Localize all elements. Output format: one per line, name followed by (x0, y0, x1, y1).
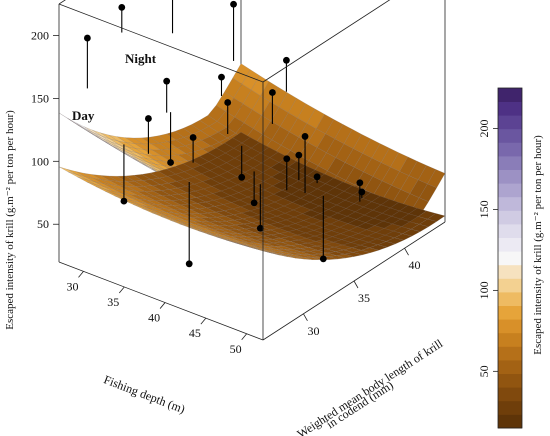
surface-facet (286, 255, 305, 260)
depth-tick-label: 45 (189, 326, 201, 340)
depth-tick-label: 40 (148, 311, 160, 325)
observation-point (319, 255, 327, 263)
z-tick-label: 100 (31, 154, 49, 168)
observation-point (283, 155, 291, 163)
depth-tick (118, 286, 125, 294)
colorbar: 50 100 150 200 (477, 87, 523, 429)
colorbar-swatch (498, 88, 522, 102)
box-edge (58, 0, 66, 5)
colorbar-swatch (498, 360, 522, 374)
surface-facet (278, 254, 297, 259)
observation-point (120, 197, 128, 205)
colorbar-swatch (498, 373, 522, 388)
colorbar-frame (497, 87, 523, 429)
length-axis-label-line1: Weighted mean body length of krill (294, 336, 445, 436)
colorbar-swatch (498, 414, 522, 429)
surface-facet (385, 237, 405, 245)
colorbar-tick-label: 200 (477, 119, 491, 137)
depth-tick (241, 333, 247, 341)
observation-point (218, 73, 225, 81)
surface-facet (377, 241, 397, 248)
length-tick (404, 248, 409, 256)
surface-facet (393, 233, 413, 241)
colorbar-swatch (498, 264, 522, 279)
colorbar-swatch (498, 224, 522, 238)
length-tick-label: 40 (409, 258, 421, 272)
surface-facet (83, 126, 102, 137)
z-tick-label: 150 (31, 91, 49, 105)
depth-axis-label: Fishing depth (m) (102, 372, 187, 416)
observation-point (83, 34, 91, 42)
colorbar-swatch (498, 332, 522, 347)
z-tick-label: 200 (31, 28, 49, 42)
length-tick-label: 30 (307, 324, 319, 338)
length-tick (303, 313, 308, 321)
colorbar-swatch (498, 142, 522, 157)
observation-point (356, 179, 364, 187)
surface-label-night: Night (125, 51, 157, 66)
axis-ticks: 50 100 150 200 30 35 40 45 50 30 35 40 (31, 28, 421, 355)
z-tick-label: 50 (37, 217, 49, 231)
colorbar-swatch (498, 305, 522, 320)
colorbar-swatch (498, 387, 522, 402)
surface-facet (427, 213, 446, 222)
observation-point (189, 134, 197, 141)
colorbar-swatch (498, 183, 522, 198)
colorbar-swatch (498, 400, 522, 415)
colorbar-swatch (498, 196, 522, 211)
observation-point (230, 0, 237, 8)
observation-point (250, 199, 258, 207)
observation-point (301, 133, 309, 140)
observation-layer (83, 0, 366, 268)
observation-point (313, 173, 321, 181)
box-edge (262, 0, 391, 83)
surface-facet (58, 166, 77, 175)
observation-point (295, 151, 303, 159)
depth-tick (200, 317, 207, 325)
colorbar-swatch (498, 292, 522, 306)
surface-facet (253, 247, 272, 254)
colorbar-label: Escaped intensity of krill (g.m⁻² per to… (532, 135, 544, 355)
colorbar-swatch (498, 169, 522, 184)
surface-facet (360, 247, 380, 253)
depth-tick-label: 35 (107, 295, 119, 309)
depth-tick (159, 302, 166, 309)
observation-point (238, 173, 246, 181)
depth-tick (78, 271, 84, 278)
colorbar-tick-label: 150 (477, 200, 491, 218)
day-surface (58, 131, 446, 261)
observation-point (145, 115, 152, 122)
observation-point (224, 99, 232, 106)
length-tick (353, 280, 359, 289)
observation-point (163, 77, 171, 85)
colorbar-swatch (498, 101, 522, 116)
colorbar-swatch (498, 115, 522, 130)
surface-label-day: Day (72, 108, 95, 123)
colorbar-swatch (498, 128, 522, 143)
length-tick-label: 35 (358, 291, 370, 305)
surface-layer (58, 63, 446, 261)
depth-tick-label: 50 (230, 342, 242, 356)
observation-point (256, 224, 264, 232)
box-edge (58, 261, 264, 341)
colorbar-tick-label: 50 (477, 365, 491, 377)
colorbar-tick-label: 100 (477, 281, 491, 299)
depth-tick-label: 30 (66, 279, 78, 293)
colorbar-swatch (498, 278, 522, 293)
z-axis-label: Escaped intensity of krill (g.m⁻² per to… (4, 110, 16, 330)
colorbar-swatch (498, 251, 522, 266)
colorbar-swatch (498, 346, 522, 361)
colorbar-swatch (498, 156, 522, 170)
colorbar-swatch (498, 319, 522, 334)
observation-point (118, 3, 126, 11)
colorbar-swatch (498, 237, 522, 252)
colorbar-swatch (498, 210, 522, 225)
box-edge (58, 3, 264, 83)
observation-point (283, 56, 290, 64)
observation-point (185, 260, 193, 268)
observation-point (167, 159, 174, 166)
observation-point (269, 89, 276, 96)
